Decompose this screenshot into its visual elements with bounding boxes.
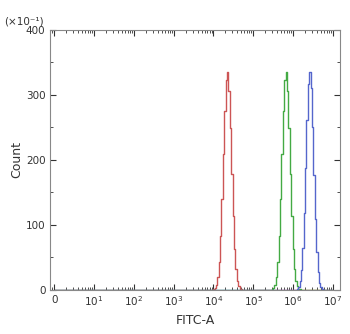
Y-axis label: Count: Count: [10, 141, 23, 178]
X-axis label: FITC-A: FITC-A: [176, 314, 215, 327]
Text: (×10⁻¹): (×10⁻¹): [4, 17, 44, 27]
